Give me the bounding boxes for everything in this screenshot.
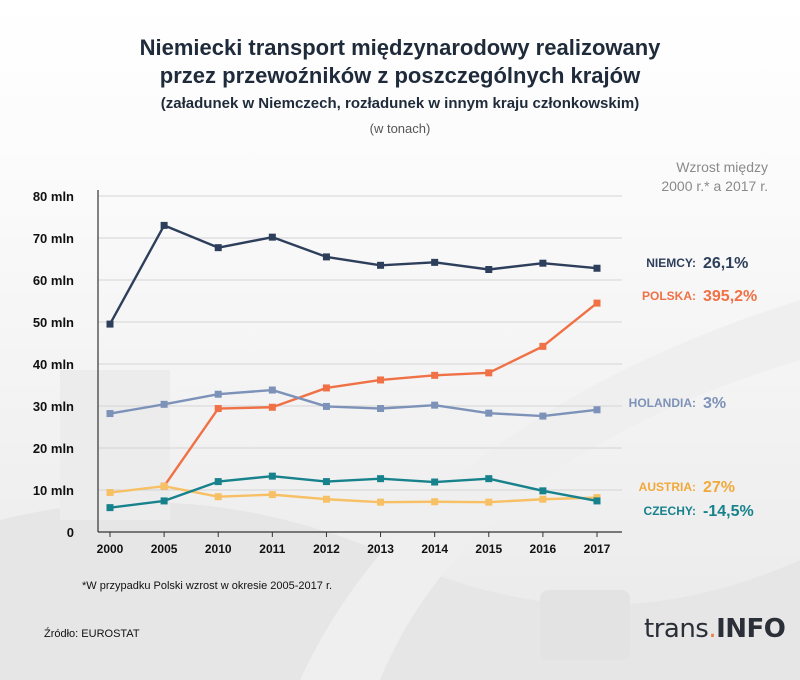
y-tick-label: 30 mln (33, 399, 74, 414)
series-label-czechy: CZECHY: (644, 504, 696, 518)
data-point-czechy (431, 478, 439, 486)
data-point-holandia (160, 400, 168, 408)
data-point-niemcy (268, 233, 276, 241)
series-line-polska (163, 302, 598, 487)
data-point-holandia (214, 390, 222, 398)
data-point-holandia (485, 409, 493, 417)
data-point-polska (593, 299, 601, 307)
chart-subtitle: (załadunek w Niemczech, rozładunek w inn… (160, 95, 640, 112)
series-label-holandia: HOLANDIA: (629, 396, 696, 410)
series-line-niemcy (108, 224, 598, 325)
x-tick-label: 2015 (475, 542, 502, 556)
data-point-czechy (377, 475, 385, 483)
series-line-holandia (109, 388, 598, 418)
y-tick-label: 70 mln (33, 231, 74, 246)
series-growth-holandia: 3% (703, 395, 726, 412)
y-tick-label: 40 mln (33, 357, 74, 372)
data-point-holandia (106, 410, 114, 418)
x-tick-label: 2011 (259, 542, 285, 556)
growth-header-line2: 2000 r.* a 2017 r. (661, 178, 768, 194)
x-tick-label: 2016 (530, 542, 557, 556)
data-point-niemcy (160, 221, 168, 229)
data-point-polska (214, 405, 222, 413)
data-point-czechy (539, 487, 547, 495)
data-point-holandia (377, 405, 385, 413)
data-point-austria (539, 495, 547, 503)
data-point-czechy (160, 497, 168, 505)
chart-title-line1: Niemiecki transport międzynarodowy reali… (139, 35, 661, 60)
data-point-czechy (593, 497, 601, 505)
series-growth-niemcy: 26,1% (703, 255, 748, 272)
y-tick-label: 50 mln (33, 315, 74, 330)
series-growth-czechy: -14,5% (703, 503, 754, 520)
data-point-austria (485, 498, 493, 506)
series-growth-austria: 27% (703, 479, 735, 496)
growth-header-line1: Wzrost między (676, 159, 768, 175)
x-tick-label: 2005 (151, 542, 178, 556)
series-label-austria: AUSTRIA: (639, 480, 696, 494)
chart-axes: 0 10 mln 20 mln 30 mln 40 mln 50 mln 60 mln 70 … (33, 189, 622, 556)
data-point-austria (377, 498, 385, 506)
data-point-austria (431, 498, 439, 506)
x-tick-label: 2017 (584, 542, 611, 556)
data-point-polska (322, 384, 330, 392)
series-label-polska: POLSKA: (642, 289, 696, 303)
data-point-holandia (593, 406, 601, 414)
data-point-holandia (268, 386, 276, 394)
x-tick-label: 2000 (97, 542, 124, 556)
data-point-austria (268, 491, 276, 499)
footnote: *W przypadku Polski wzrost w okresie 200… (82, 580, 333, 592)
data-point-holandia (322, 402, 330, 410)
data-point-czechy (485, 475, 493, 483)
series-labels: NIEMCY: 26,1% POLSKA: 395,2% HOLANDIA: 3% AUST… (629, 255, 758, 520)
data-point-czechy (268, 472, 276, 480)
logo-dot: . (708, 614, 717, 644)
data-point-czechy (106, 504, 114, 512)
y-tick-label: 20 mln (33, 441, 74, 456)
data-point-austria (160, 482, 168, 490)
chart-unit: (w tonach) (369, 121, 431, 136)
series-label-niemcy: NIEMCY: (646, 256, 696, 270)
data-point-polska (377, 376, 385, 384)
data-point-polska (539, 342, 547, 350)
x-tick-label: 2012 (313, 542, 340, 556)
data-point-niemcy (322, 253, 330, 261)
trans-info-logo: trans.INFO (644, 614, 786, 644)
data-point-niemcy (106, 320, 114, 328)
data-point-niemcy (539, 259, 547, 267)
data-point-austria (106, 489, 114, 497)
data-point-holandia (431, 401, 439, 409)
data-point-austria (322, 495, 330, 503)
y-tick-label: 10 mln (33, 483, 74, 498)
data-point-niemcy (377, 261, 385, 269)
chart-title-block: Niemiecki transport międzynarodowy reali… (0, 34, 800, 138)
data-point-niemcy (485, 266, 493, 273)
data-point-czechy (214, 478, 222, 486)
y-tick-label: 0 (67, 525, 74, 540)
growth-header: Wzrost między 2000 r.* a 2017 r. (598, 158, 768, 196)
data-point-niemcy (593, 264, 601, 272)
data-point-niemcy (431, 258, 439, 266)
chart-series (106, 221, 601, 512)
data-point-austria (214, 493, 222, 501)
series-growth-polska: 395,2% (703, 288, 757, 305)
y-tick-label: 80 mln (33, 189, 74, 204)
logo-trans: trans (644, 614, 709, 644)
series-line-czechy (109, 474, 598, 509)
data-point-czechy (322, 478, 330, 486)
y-tick-label: 60 mln (33, 273, 74, 288)
x-tick-label: 2013 (367, 542, 394, 556)
data-point-holandia (539, 412, 547, 420)
chart-title-line2: przez przewoźników z poszczególnych kraj… (159, 63, 641, 88)
x-tick-label: 2014 (421, 542, 448, 556)
data-point-polska (431, 371, 439, 379)
source-note: Źródło: EUROSTAT (44, 628, 140, 640)
data-point-polska (268, 403, 276, 411)
logo-info: INFO (716, 614, 786, 644)
data-point-niemcy (214, 244, 222, 252)
data-point-polska (485, 369, 493, 377)
x-tick-label: 2010 (205, 542, 232, 556)
